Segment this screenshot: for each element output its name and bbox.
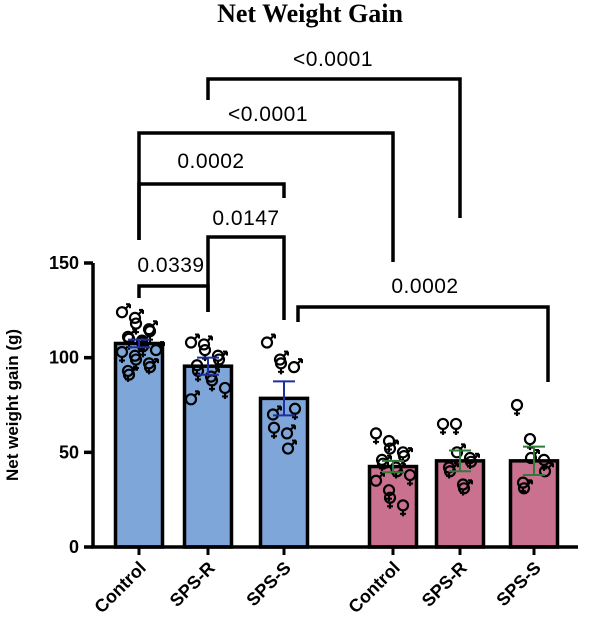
- data-point-circle: [260, 336, 274, 349]
- data-point: [464, 452, 480, 468]
- data-point: [218, 381, 232, 399]
- data-point: [191, 364, 205, 382]
- bracket-line: [296, 305, 550, 382]
- data-point-circle: [184, 393, 198, 406]
- data-point: [197, 335, 213, 351]
- data-point: [115, 303, 131, 319]
- data-point: [369, 427, 383, 445]
- data-point: [184, 333, 200, 349]
- data-point: [143, 358, 159, 374]
- comparison-bracket: 0.0002: [296, 275, 550, 382]
- data-point: [382, 484, 396, 502]
- data-point-circle: [383, 442, 397, 455]
- data-point: [457, 479, 473, 495]
- data-point-circle: [449, 417, 463, 431]
- data-point-circle: [376, 457, 390, 470]
- data-point-circle: [143, 361, 157, 374]
- data-point-circle: [464, 455, 478, 468]
- data-point-circle: [538, 465, 552, 478]
- bracket-line: [206, 235, 286, 320]
- data-point-circle: [281, 442, 295, 455]
- data-point-circle: [524, 451, 538, 465]
- p-value-label: 0.0339: [137, 254, 204, 277]
- points-layer: [115, 303, 554, 517]
- data-point: [524, 449, 540, 465]
- data-point: [280, 424, 296, 440]
- data-point-circle: [436, 417, 450, 431]
- data-point: [212, 350, 228, 366]
- data-point: [274, 357, 288, 375]
- x-tick-label: Control: [90, 558, 149, 617]
- y-tick-label: 0: [69, 537, 79, 557]
- data-point-circle: [450, 446, 464, 459]
- x-tick-label: SPS-R: [166, 558, 219, 611]
- p-value-label: 0.0147: [212, 207, 279, 230]
- bar-4: [434, 459, 486, 549]
- bracket-line: [137, 131, 395, 262]
- data-point-circle: [128, 311, 142, 325]
- p-value-label: 0.0002: [177, 150, 244, 173]
- y-axis-label: Net weight gain (g): [3, 329, 22, 481]
- bracket-line: [206, 77, 462, 218]
- data-point-circle: [115, 306, 129, 319]
- data-point: [436, 417, 450, 435]
- x-tick-label: SPS-S: [492, 558, 544, 610]
- data-point-circle: [523, 432, 537, 446]
- y-tick-label: 100: [49, 348, 79, 368]
- y-tick-label: 150: [49, 253, 79, 273]
- data-point-circle: [122, 368, 136, 381]
- bars-layer: [113, 341, 560, 549]
- y-tick-label: 50: [59, 442, 79, 462]
- data-point-circle: [149, 343, 163, 357]
- x-tick-label: SPS-S: [242, 558, 294, 610]
- data-point: [149, 341, 165, 357]
- bar-2: [258, 396, 310, 549]
- data-point-circle: [212, 353, 226, 366]
- data-point: [184, 390, 200, 406]
- error-bars-layer: [128, 338, 545, 477]
- data-point: [376, 454, 392, 470]
- data-point-circle: [517, 482, 531, 495]
- data-point-circle: [369, 474, 383, 487]
- data-point: [450, 443, 466, 459]
- x-tick-label: SPS-R: [418, 558, 471, 611]
- data-point: [538, 462, 554, 478]
- data-point-circle: [287, 361, 301, 374]
- chart-title: Net Weight Gain: [217, 0, 403, 28]
- comparison-bracket: 0.0147: [206, 207, 286, 320]
- data-point-circle: [184, 336, 198, 349]
- comparison-bracket: <0.0001: [206, 48, 462, 218]
- data-point: [383, 491, 397, 509]
- p-value-label: <0.0001: [228, 103, 308, 126]
- bar-0: [113, 341, 165, 549]
- data-point: [128, 308, 144, 325]
- data-point: [397, 447, 413, 463]
- comparison-bracket: <0.0001: [137, 103, 395, 262]
- data-point: [122, 365, 138, 381]
- data-point: [115, 345, 129, 363]
- comparison-bracket: 0.0339: [137, 254, 210, 312]
- data-point: [517, 479, 533, 495]
- data-point: [396, 499, 410, 517]
- x-tick-label: Control: [344, 558, 403, 617]
- data-point-circle: [197, 338, 211, 351]
- data-point: [281, 439, 297, 455]
- data-point: [403, 468, 417, 487]
- p-value-label: 0.0002: [391, 275, 458, 298]
- data-point: [260, 333, 276, 349]
- data-point-circle: [280, 427, 294, 440]
- data-point-circle: [369, 427, 383, 440]
- data-point-circle: [457, 482, 471, 495]
- data-point: [267, 421, 281, 439]
- data-point: [510, 398, 524, 416]
- comparisons-layer: 0.0339 0.0147 0.0002 <0.0001 <0.0001 0.0002: [137, 48, 550, 382]
- data-point: [287, 358, 303, 374]
- data-point: [383, 439, 399, 455]
- data-point-circle: [510, 398, 524, 412]
- p-value-label: <0.0001: [293, 48, 373, 71]
- data-point: [449, 417, 463, 435]
- bracket-line: [137, 284, 210, 312]
